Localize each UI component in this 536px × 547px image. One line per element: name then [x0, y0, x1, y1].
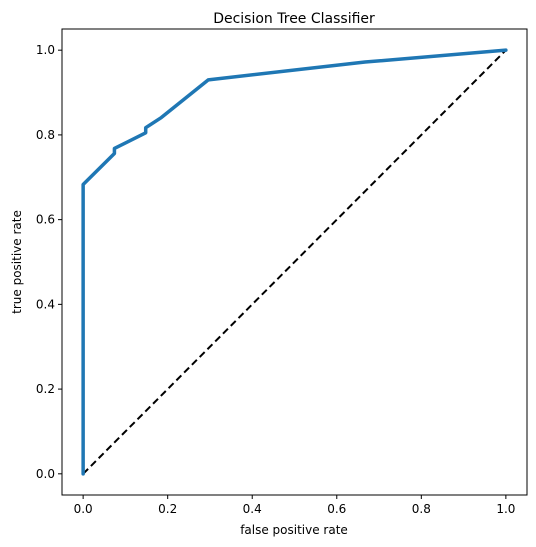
y-tick-label: 0.8 [36, 128, 55, 142]
y-tick-label: 0.0 [36, 467, 55, 481]
x-tick-label: 0.0 [74, 502, 93, 516]
x-tick-label: 0.6 [327, 502, 346, 516]
y-tick-label: 0.2 [36, 382, 55, 396]
chance-line [82, 49, 507, 475]
x-axis-label: false positive rate [240, 523, 348, 537]
plot-area [81, 48, 508, 476]
y-tick-label: 1.0 [36, 43, 55, 57]
x-tick-label: 1.0 [496, 502, 515, 516]
x-tick-label: 0.2 [158, 502, 177, 516]
y-axis-label: true positive rate [10, 210, 24, 314]
plot-frame [61, 28, 528, 496]
x-tick-label: 0.4 [243, 502, 262, 516]
chart-title: Decision Tree Classifier [213, 11, 375, 27]
roc-curve [81, 48, 508, 476]
x-axis: 0.0 0.2 0.4 0.6 0.8 1.0 [74, 495, 515, 516]
y-axis: 0.0 0.2 0.4 0.6 0.8 1.0 [36, 43, 62, 481]
y-tick-label: 0.6 [36, 213, 55, 227]
x-tick-label: 0.8 [412, 502, 431, 516]
y-tick-label: 0.4 [36, 297, 55, 311]
